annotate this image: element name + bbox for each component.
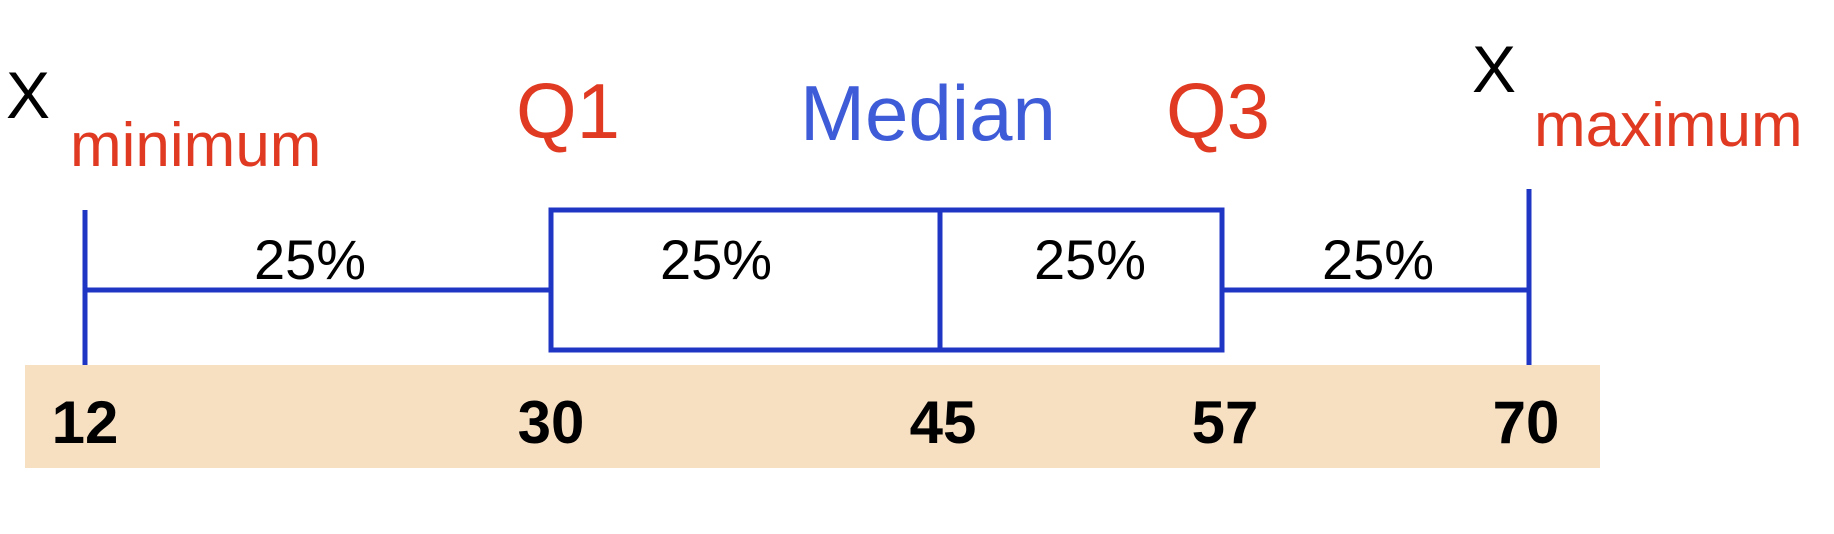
value-min: 12 bbox=[52, 389, 119, 456]
x-minimum-symbol: X bbox=[6, 58, 50, 132]
value-max: 70 bbox=[1493, 389, 1560, 456]
value-q3: 57 bbox=[1192, 389, 1259, 456]
x-maximum-subscript: maximum bbox=[1534, 91, 1803, 160]
segment-label-4: 25% bbox=[1322, 228, 1434, 291]
x-maximum-symbol: X bbox=[1472, 32, 1516, 106]
q1-label: Q1 bbox=[516, 67, 620, 155]
x-minimum-subscript: minimum bbox=[70, 111, 321, 180]
segment-label-3: 25% bbox=[1034, 228, 1146, 291]
value-band bbox=[25, 365, 1600, 468]
q3-label: Q3 bbox=[1166, 67, 1270, 155]
interquartile-box bbox=[548, 207, 1225, 353]
segment-label-1: 25% bbox=[254, 228, 366, 291]
value-median: 45 bbox=[910, 389, 977, 456]
value-q1: 30 bbox=[518, 389, 585, 456]
segment-label-2: 25% bbox=[660, 228, 772, 291]
median-label: Median bbox=[800, 69, 1056, 157]
